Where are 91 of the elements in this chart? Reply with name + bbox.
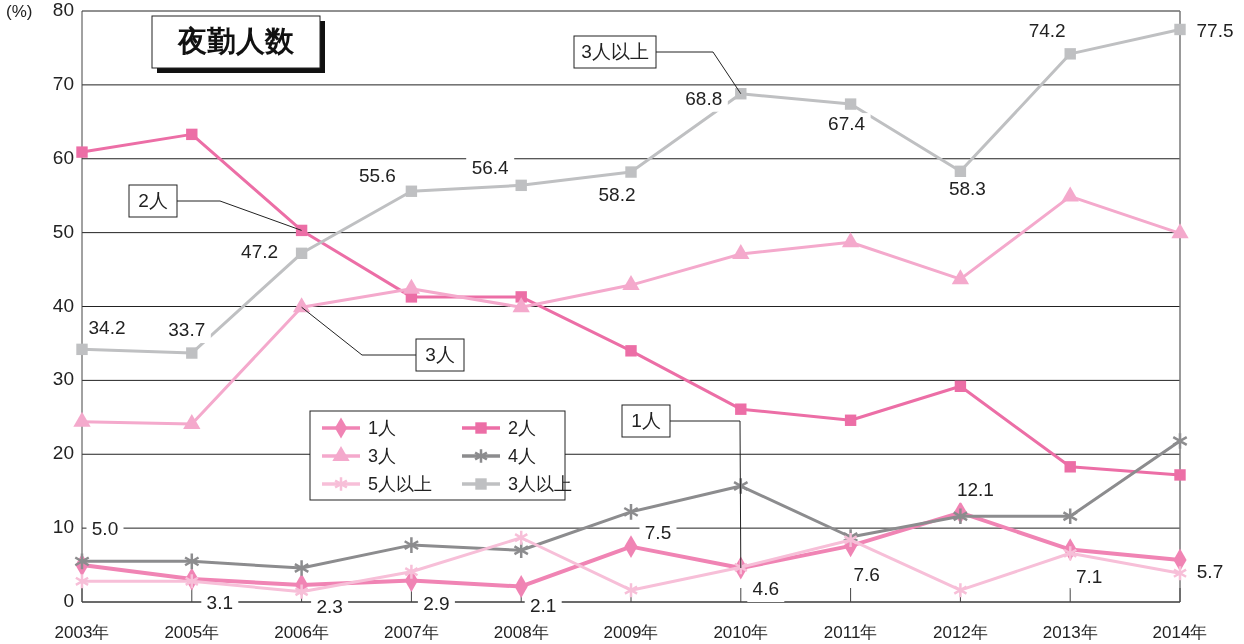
point xyxy=(952,507,969,526)
y-tick-label: 10 xyxy=(52,516,74,538)
data-label: 68.8 xyxy=(685,87,723,109)
x-tick-label: 2014年 xyxy=(1152,623,1208,643)
annotation: 2人 xyxy=(138,190,168,212)
point xyxy=(844,414,857,426)
x-tick-label: 2010年 xyxy=(713,623,769,643)
point xyxy=(295,247,308,260)
legend-label: 4人 xyxy=(508,445,537,466)
point xyxy=(1172,431,1188,450)
point xyxy=(1174,469,1186,481)
data-label: 12.1 xyxy=(956,478,994,500)
y-tick-label: 70 xyxy=(52,72,74,94)
legend-label: 2人 xyxy=(508,417,537,438)
x-tick-label: 2011年 xyxy=(823,623,878,643)
point xyxy=(735,403,747,415)
x-tick-label: 2013年 xyxy=(1042,623,1098,643)
text: 夜勤人数 xyxy=(177,24,295,57)
point xyxy=(623,581,639,599)
y-tick-label: 40 xyxy=(52,294,74,316)
point xyxy=(625,166,637,178)
point xyxy=(76,146,88,158)
y-tick-label: 30 xyxy=(52,368,74,390)
data-label: 33.7 xyxy=(168,319,206,341)
point xyxy=(1172,564,1188,582)
point xyxy=(513,529,529,547)
data-label: 77.5 xyxy=(1196,20,1234,42)
point xyxy=(623,502,639,521)
point xyxy=(186,128,198,141)
data-label: 4.6 xyxy=(752,578,780,600)
point xyxy=(1064,48,1076,60)
data-label: 2.1 xyxy=(529,594,557,616)
data-label: 55.6 xyxy=(358,165,396,187)
point xyxy=(954,165,967,178)
data-label: 58.2 xyxy=(598,184,636,206)
data-label: 67.4 xyxy=(828,113,866,135)
x-tick-label: 2005年 xyxy=(164,623,220,643)
x-tick-label: 2006年 xyxy=(274,623,330,643)
annotation: 1人 xyxy=(631,410,661,432)
point xyxy=(1174,23,1186,36)
point xyxy=(184,573,200,590)
annotation: 3人 xyxy=(425,344,455,366)
y-tick-label: 50 xyxy=(52,220,74,242)
data-label: 74.2 xyxy=(1028,19,1066,41)
data-label: 7.6 xyxy=(853,563,880,585)
point xyxy=(403,536,420,555)
data-label: 5.0 xyxy=(91,518,119,540)
point xyxy=(515,179,527,192)
data-label: 47.2 xyxy=(241,241,279,263)
point xyxy=(404,563,419,581)
x-tick-label: 2007年 xyxy=(383,623,439,643)
data-label: 34.2 xyxy=(88,317,126,339)
y-tick-label: 20 xyxy=(52,442,74,464)
data-label: 7.5 xyxy=(644,521,672,543)
data-label: 2.3 xyxy=(316,596,343,618)
point xyxy=(186,347,198,359)
point xyxy=(74,573,90,590)
data-label: 56.4 xyxy=(471,157,510,179)
annotation: 3人以上 xyxy=(581,41,649,63)
data-label: 3.1 xyxy=(206,592,234,614)
point xyxy=(954,380,967,392)
legend-label: 1人 xyxy=(368,417,397,438)
legend-label: 3人 xyxy=(368,445,397,466)
x-tick-label: 2003年 xyxy=(54,623,110,643)
data-label: 7.1 xyxy=(1075,565,1103,587)
data-label: 2.9 xyxy=(423,592,450,614)
y-tick-label: 0 xyxy=(63,590,74,612)
point xyxy=(1062,544,1078,562)
legend-label: 3人以上 xyxy=(508,473,573,494)
y-tick-label: 60 xyxy=(52,146,74,168)
point xyxy=(735,88,747,100)
point xyxy=(953,581,968,599)
point xyxy=(844,98,857,110)
point xyxy=(294,583,309,600)
point xyxy=(183,552,200,571)
point xyxy=(405,185,418,197)
point xyxy=(625,345,637,357)
point xyxy=(1062,507,1079,526)
x-tick-label: 2012年 xyxy=(932,623,988,643)
point xyxy=(76,343,88,356)
y-axis-title: (%) xyxy=(6,2,33,22)
point xyxy=(843,531,858,549)
data-label: 58.3 xyxy=(948,178,986,200)
x-tick-label: 2009年 xyxy=(603,623,659,643)
y-tick-label: 80 xyxy=(52,0,74,21)
x-tick-label: 2008年 xyxy=(493,623,549,643)
point xyxy=(74,552,90,571)
point xyxy=(293,559,310,578)
point xyxy=(1064,461,1076,473)
data-label: 5.7 xyxy=(1196,560,1224,582)
legend-label: 5人以上 xyxy=(368,473,433,494)
